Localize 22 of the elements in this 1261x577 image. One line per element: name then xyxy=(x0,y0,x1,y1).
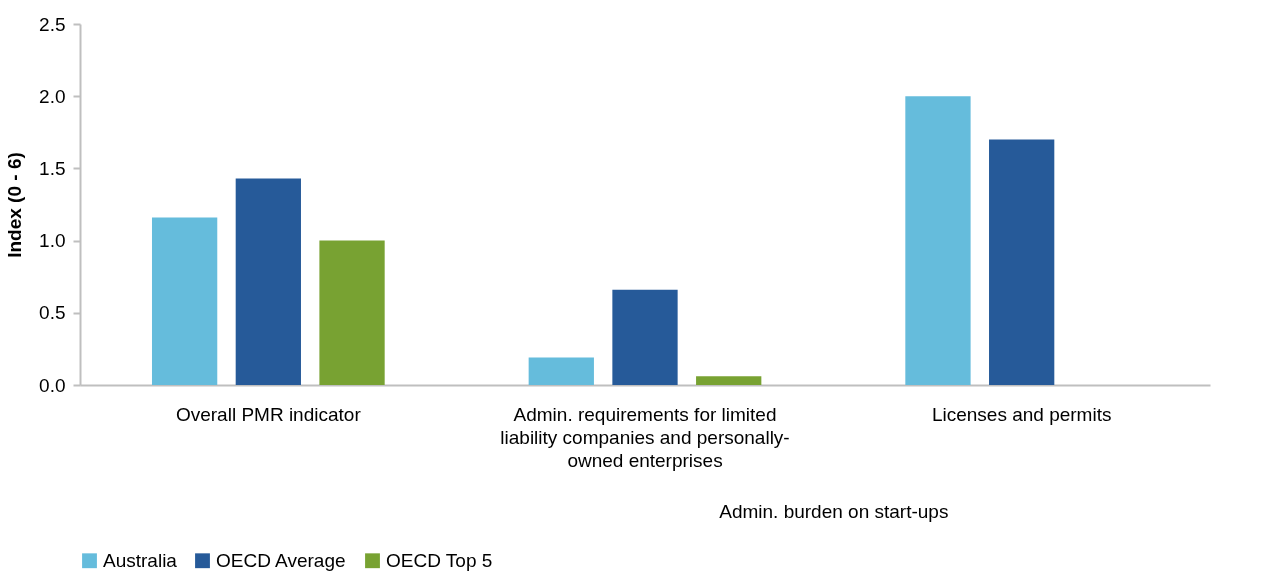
x-tick-label: Overall PMR indicator xyxy=(175,403,362,425)
bar xyxy=(612,289,678,385)
y-tick-label: 0.0 xyxy=(39,374,66,396)
y-axis-title: Index (0 - 6) xyxy=(4,152,26,258)
y-tick-label: 0.5 xyxy=(39,302,66,324)
bar xyxy=(319,240,385,385)
bar xyxy=(528,357,594,385)
bar xyxy=(989,139,1055,385)
x-tick-label: Licenses and permits xyxy=(931,403,1112,425)
legend-label: OECD Top 5 xyxy=(386,549,493,571)
text: Admin. burden on start-ups xyxy=(719,500,949,522)
legend-label: OECD Average xyxy=(216,549,346,571)
x-tick-label: Admin. requirements for limited liability companies and personally-owned enterprises xyxy=(500,403,790,471)
y-tick-label: 1.5 xyxy=(39,157,66,179)
bar xyxy=(151,217,218,385)
y-tick-label: 1.0 xyxy=(39,230,66,252)
bar xyxy=(905,96,971,385)
y-tick-label: 2.5 xyxy=(39,13,66,35)
legend-label: Australia xyxy=(103,549,178,571)
bar xyxy=(235,178,301,385)
bar xyxy=(696,376,762,385)
y-tick-label: 2.0 xyxy=(39,85,66,107)
